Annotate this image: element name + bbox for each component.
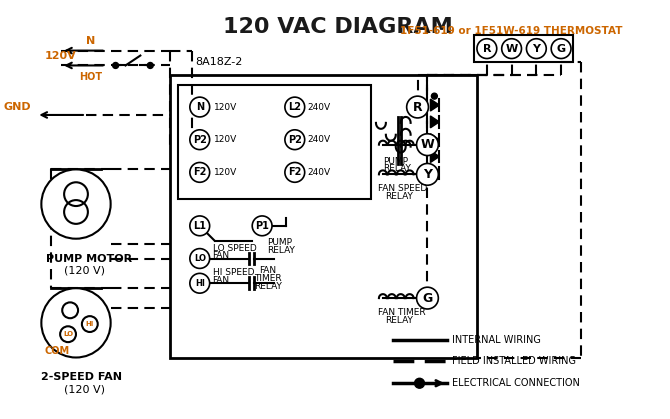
Text: W: W [505, 44, 518, 54]
Text: LO: LO [194, 254, 206, 263]
Text: RELAY: RELAY [267, 246, 295, 255]
Text: G: G [422, 292, 433, 305]
Circle shape [190, 216, 210, 236]
Text: 240V: 240V [308, 135, 331, 144]
Text: P2: P2 [288, 134, 302, 145]
Text: COM: COM [45, 346, 70, 356]
Circle shape [190, 273, 210, 293]
Text: N: N [196, 102, 204, 112]
Text: FIELD INSTALLED WIRING: FIELD INSTALLED WIRING [452, 357, 576, 367]
Text: INTERNAL WIRING: INTERNAL WIRING [452, 335, 541, 345]
Text: L1: L1 [193, 221, 206, 231]
Circle shape [285, 97, 305, 117]
Circle shape [42, 288, 111, 357]
Polygon shape [430, 150, 440, 163]
Text: GND: GND [4, 102, 31, 112]
Circle shape [551, 39, 571, 59]
Text: PUMP: PUMP [383, 157, 408, 166]
Text: HI: HI [86, 321, 94, 327]
Circle shape [502, 39, 521, 59]
Text: 2-SPEED FAN: 2-SPEED FAN [42, 372, 123, 383]
Text: F2: F2 [193, 167, 206, 177]
Text: ELECTRICAL CONNECTION: ELECTRICAL CONNECTION [452, 378, 580, 388]
Circle shape [42, 169, 111, 239]
Text: PUMP MOTOR: PUMP MOTOR [46, 253, 133, 264]
Text: HI SPEED: HI SPEED [212, 268, 254, 277]
Bar [178, 85, 371, 199]
Text: LO: LO [63, 331, 73, 337]
Text: RELAY: RELAY [385, 316, 413, 325]
Text: F2: F2 [288, 167, 302, 177]
Circle shape [477, 39, 496, 59]
Polygon shape [430, 99, 440, 111]
Text: R: R [482, 44, 491, 54]
Text: 120V: 120V [44, 51, 76, 60]
Text: 120 VAC DIAGRAM: 120 VAC DIAGRAM [224, 17, 453, 37]
Circle shape [527, 39, 546, 59]
Text: Y: Y [423, 168, 432, 181]
Text: R: R [413, 101, 422, 114]
Circle shape [407, 96, 428, 118]
Text: 120V: 120V [214, 168, 237, 177]
Circle shape [431, 93, 438, 99]
Circle shape [417, 287, 438, 309]
Circle shape [190, 248, 210, 269]
Text: 240V: 240V [308, 103, 331, 111]
Text: TIMER: TIMER [254, 274, 282, 283]
Bar [474, 35, 573, 62]
Text: HOT: HOT [79, 72, 103, 83]
Text: FAN: FAN [259, 266, 276, 275]
Circle shape [285, 130, 305, 150]
Bar [170, 75, 477, 357]
Text: FAN TIMER: FAN TIMER [378, 308, 425, 317]
Text: W: W [421, 138, 434, 151]
Text: PUMP: PUMP [267, 238, 292, 247]
Circle shape [417, 163, 438, 185]
Text: FAN: FAN [212, 251, 230, 261]
Text: 8A18Z-2: 8A18Z-2 [195, 57, 242, 67]
Text: RELAY: RELAY [254, 282, 282, 291]
Circle shape [415, 378, 425, 388]
Circle shape [147, 62, 153, 68]
Text: L2: L2 [288, 102, 302, 112]
Polygon shape [430, 116, 440, 128]
Text: P2: P2 [193, 134, 206, 145]
Text: (120 V): (120 V) [64, 384, 105, 394]
Text: 120V: 120V [214, 135, 237, 144]
Text: N: N [86, 36, 96, 46]
Text: FAN: FAN [212, 276, 230, 285]
Text: 120V: 120V [214, 103, 237, 111]
Text: HI: HI [195, 279, 205, 288]
Text: P1: P1 [255, 221, 269, 231]
Text: Y: Y [533, 44, 540, 54]
Text: FAN SPEED: FAN SPEED [378, 184, 427, 193]
Text: 240V: 240V [308, 168, 331, 177]
Text: G: G [557, 44, 565, 54]
Circle shape [252, 216, 272, 236]
Text: RELAY: RELAY [385, 192, 413, 201]
Circle shape [113, 62, 119, 68]
Text: RELAY: RELAY [383, 164, 411, 173]
Polygon shape [430, 134, 440, 146]
Text: 1F51-619 or 1F51W-619 THERMOSTAT: 1F51-619 or 1F51W-619 THERMOSTAT [401, 26, 623, 36]
Circle shape [190, 163, 210, 182]
Text: (120 V): (120 V) [64, 265, 105, 275]
Circle shape [190, 97, 210, 117]
Circle shape [417, 134, 438, 155]
Circle shape [285, 163, 305, 182]
Circle shape [190, 130, 210, 150]
Text: LO SPEED: LO SPEED [212, 243, 257, 253]
Polygon shape [430, 168, 440, 179]
